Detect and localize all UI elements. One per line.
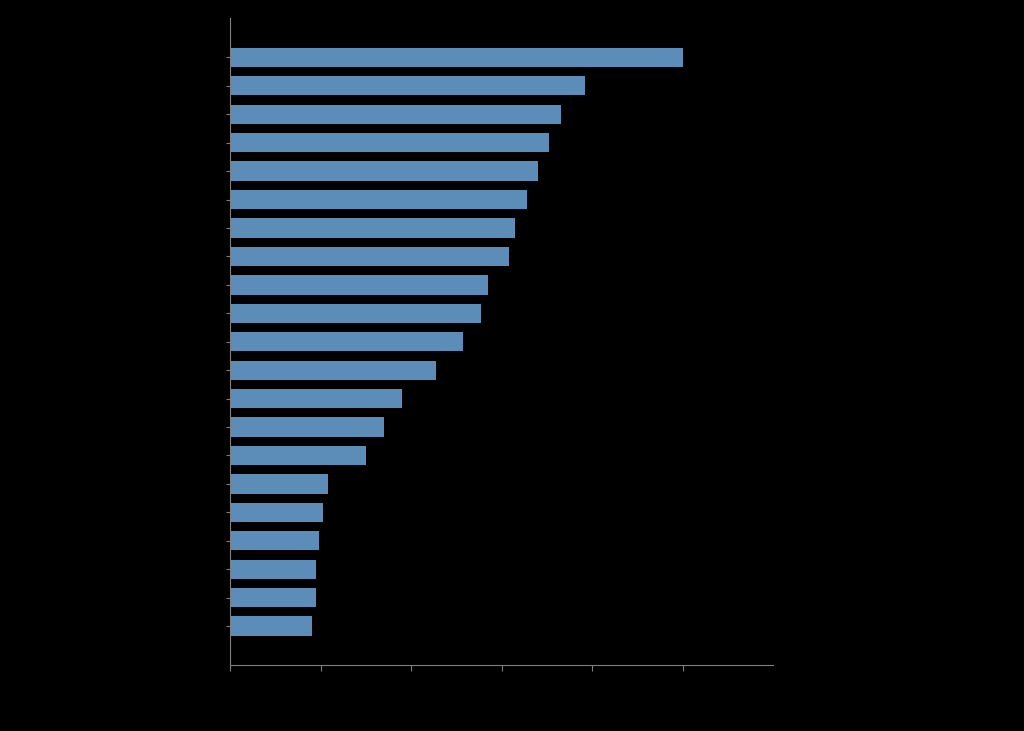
Bar (230, 303, 481, 323)
Bar (230, 560, 316, 579)
Bar (230, 190, 526, 209)
Bar (230, 48, 683, 67)
Bar (230, 219, 515, 238)
Bar (230, 446, 367, 465)
Bar (230, 417, 384, 436)
Bar (230, 588, 316, 607)
Bar (230, 247, 509, 266)
Bar (230, 531, 318, 550)
Bar (230, 133, 549, 152)
Bar (230, 616, 311, 636)
Bar (230, 76, 586, 96)
Bar (230, 474, 328, 493)
Bar (230, 332, 463, 352)
Bar (230, 389, 402, 409)
Bar (230, 360, 436, 380)
Bar (230, 162, 538, 181)
Bar (230, 275, 488, 295)
Bar (230, 105, 560, 124)
Bar (230, 503, 324, 522)
